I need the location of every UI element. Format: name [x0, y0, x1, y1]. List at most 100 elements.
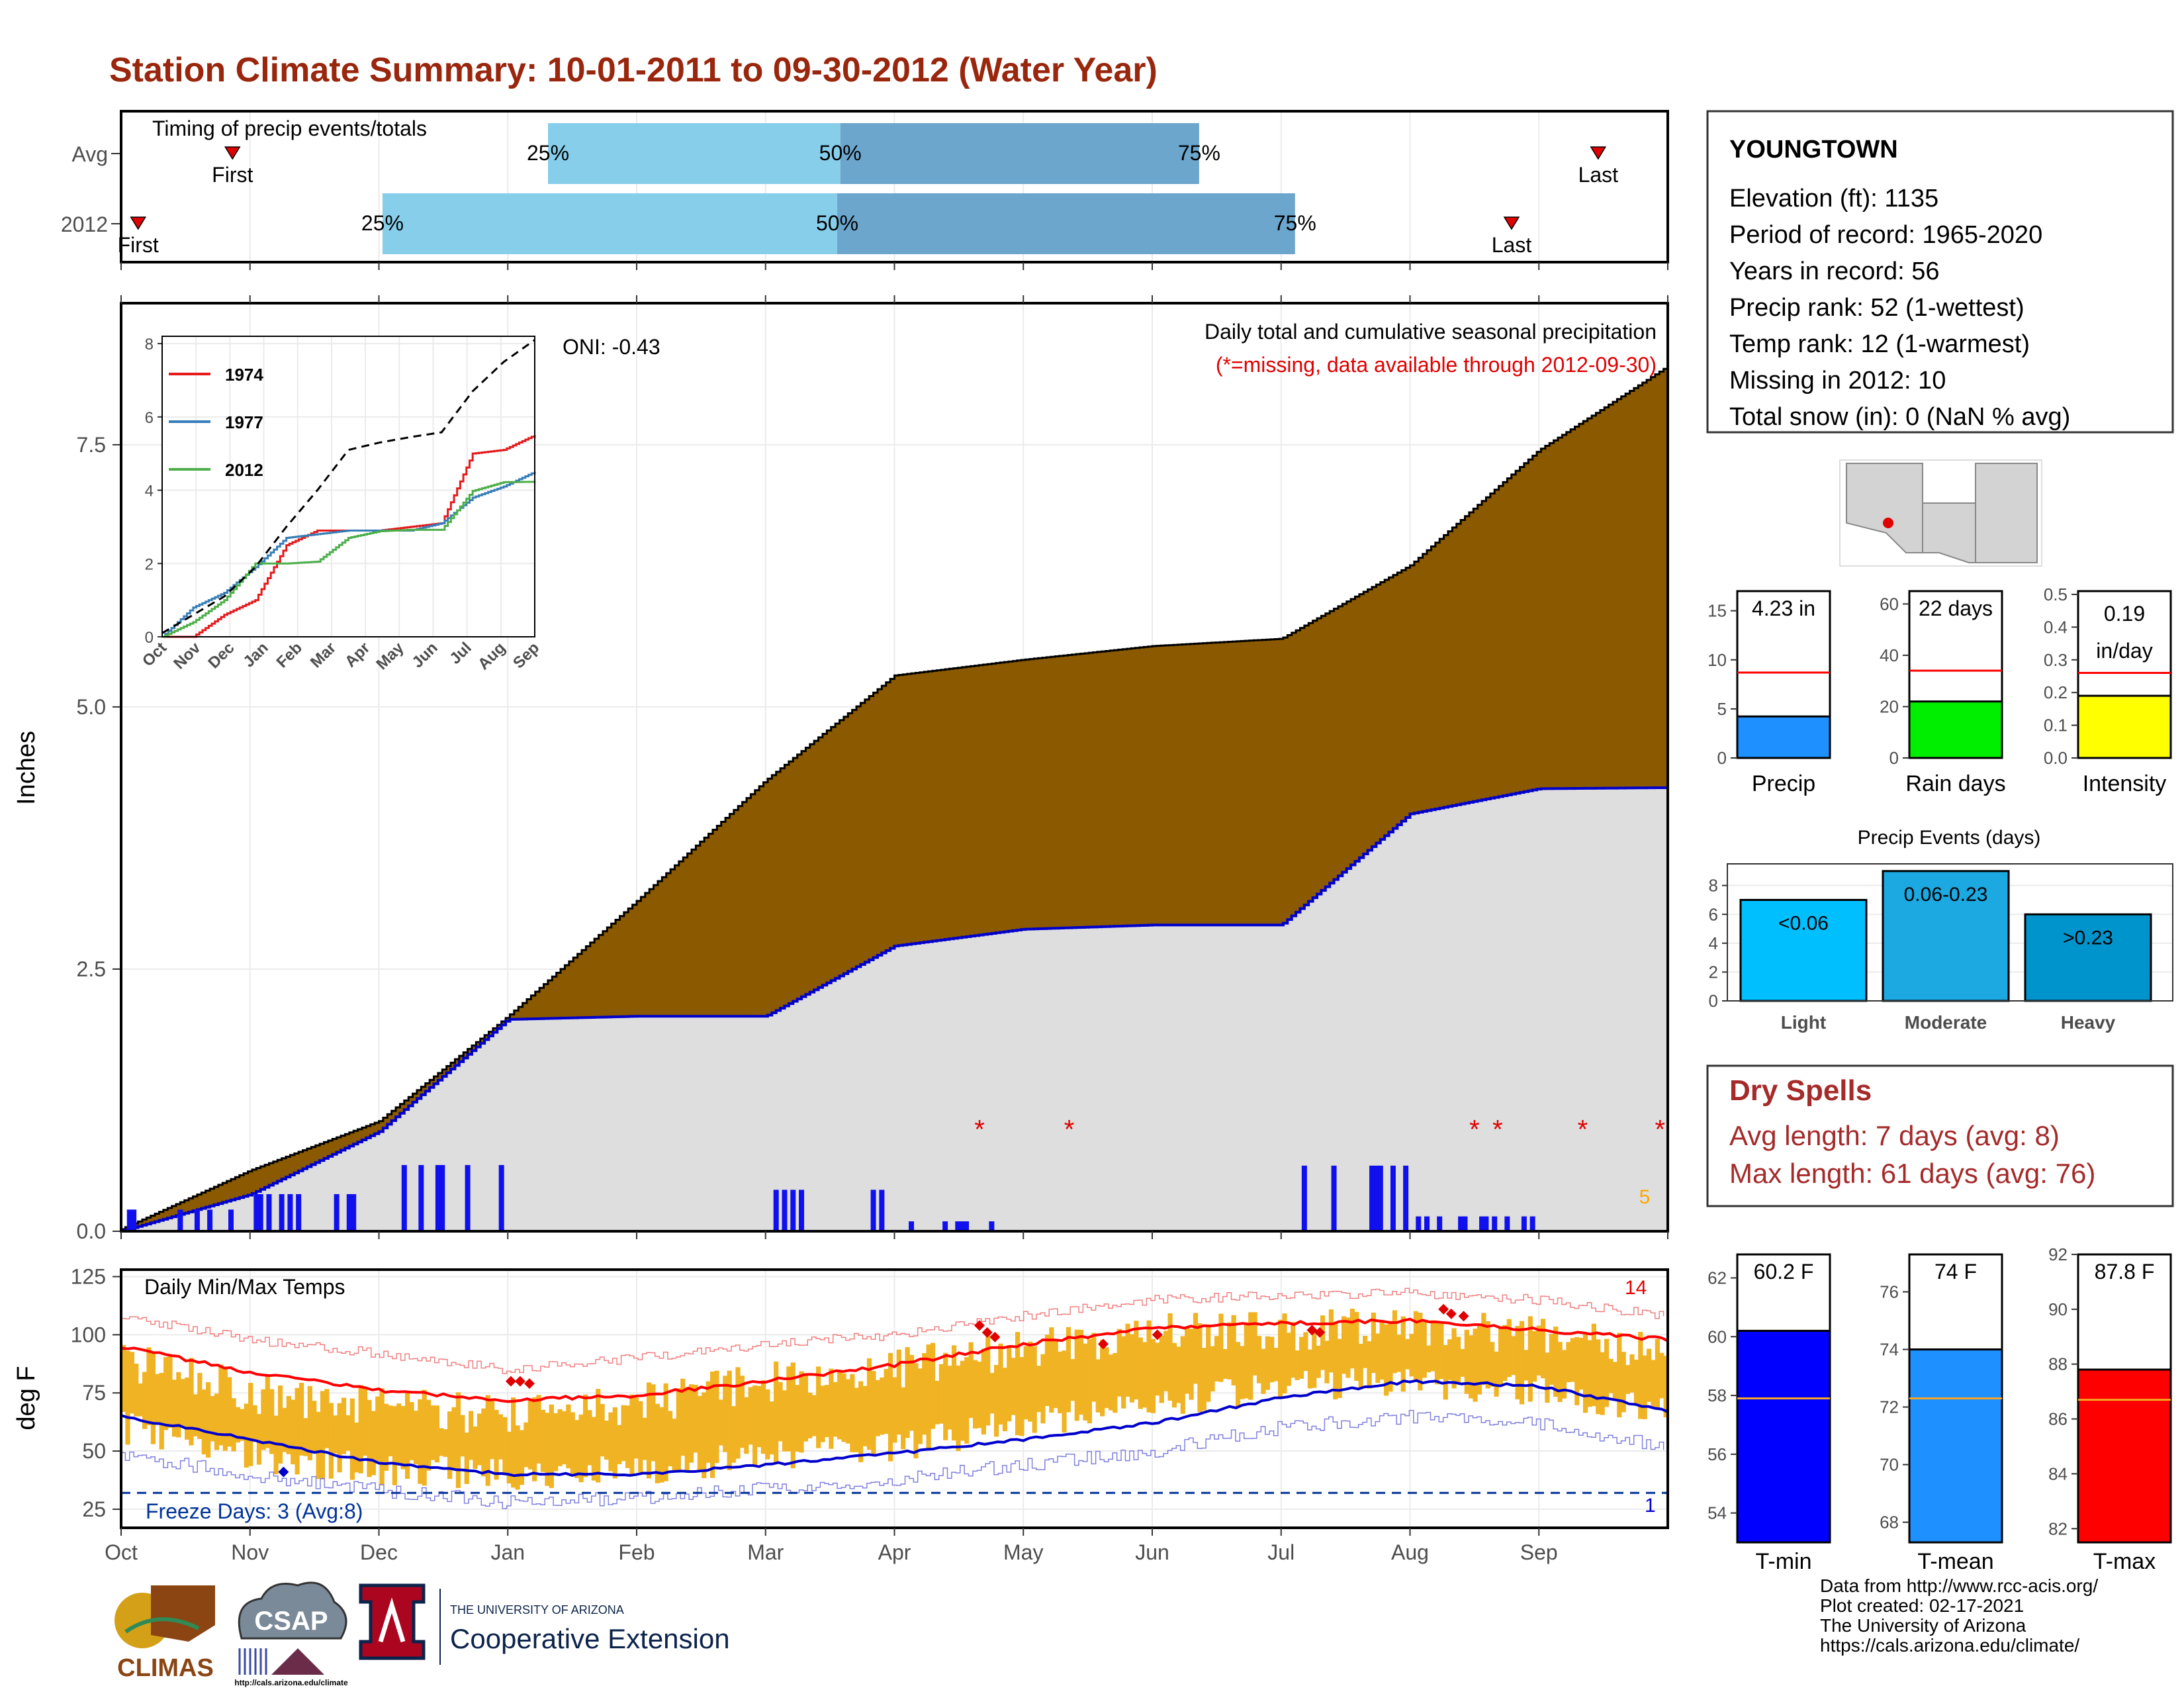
missing-marker: * [1064, 1115, 1075, 1145]
last-marker [1503, 216, 1520, 230]
daily-temp-bar [566, 1404, 571, 1469]
daily-precip-bar [253, 1194, 259, 1231]
missing-marker: * [1492, 1115, 1503, 1145]
daily-temp-bar [1206, 1324, 1211, 1402]
daily-precip-bar [1458, 1216, 1464, 1231]
daily-temp-bar [608, 1412, 614, 1472]
pct-label-75: 75% [1274, 211, 1316, 235]
daily-precip-bar [287, 1194, 293, 1231]
daily-temp-bar [1625, 1365, 1631, 1394]
daily-temp-bar [307, 1385, 312, 1461]
legend-label: 1974 [225, 365, 263, 385]
event-bar [2024, 913, 2152, 1002]
daily-temp-bar [481, 1408, 486, 1477]
daily-temp-bar [523, 1422, 529, 1468]
daily-temp-bar [1582, 1334, 1588, 1413]
daily-precip-bar [1377, 1165, 1383, 1231]
month-tick-label: Apr [878, 1540, 911, 1564]
gauge-ytick-label: 60 [1880, 594, 1899, 614]
daily-temp-bar [443, 1429, 448, 1457]
station-name: YOUNGTOWN [1729, 136, 1898, 164]
daily-temp-bar [1079, 1329, 1084, 1415]
daily-temp-bar [1193, 1313, 1199, 1384]
daily-temp-bar [1053, 1340, 1058, 1409]
daily-temp-bar [752, 1385, 758, 1466]
daily-temp-bar [1434, 1321, 1440, 1385]
gauge-ytick-label: 5 [1717, 699, 1727, 719]
daily-temp-bar [880, 1377, 885, 1435]
temp-gauge-bar [1908, 1348, 2003, 1544]
daily-temp-bar [1506, 1319, 1512, 1378]
daily-temp-bar [960, 1360, 965, 1441]
temp-gauge-label: T-max [2093, 1549, 2156, 1574]
daily-temp-bar [1447, 1339, 1453, 1380]
temp-gauges: 60.2 F 54 56 58 60 62 T-min 74 F 68 70 72 74 76 T-mea… [1707, 1244, 2172, 1574]
daily-temp-bar [371, 1411, 376, 1476]
daily-precip-bar [351, 1194, 357, 1231]
daily-temp-bar [1261, 1348, 1266, 1394]
daily-temp-bar [354, 1423, 359, 1473]
daily-temp-bar [1591, 1323, 1596, 1407]
pct-label-50: 50% [819, 141, 862, 165]
precip-panel-desc: Daily total and cumulative seasonal prec… [1205, 320, 1657, 344]
legend-label: 2012 [225, 460, 263, 480]
daily-temp-bar [820, 1385, 825, 1442]
daily-temp-bar [1091, 1333, 1097, 1402]
daily-temp-bar [1337, 1338, 1342, 1398]
daily-temp-bar [1244, 1324, 1249, 1399]
daily-temp-bar [850, 1374, 855, 1452]
daily-temp-bar [536, 1395, 541, 1464]
daily-precip-bar [1521, 1216, 1527, 1231]
daily-temp-bar [1171, 1342, 1177, 1408]
daily-temp-bar [816, 1366, 821, 1448]
missing-marker: * [1469, 1115, 1480, 1145]
daily-temp-bar [1455, 1336, 1461, 1383]
daily-temp-bar [1485, 1321, 1490, 1389]
daily-temp-bar [735, 1367, 741, 1459]
daily-temp-bar [201, 1389, 206, 1455]
daily-temp-bar [545, 1413, 550, 1486]
timing-panel: 25% 50% 75% First Last Avg 25% 50% 75% First Last 2… [61, 110, 1669, 270]
inset-frame [161, 336, 535, 637]
daily-temp-bar [1532, 1331, 1537, 1382]
daily-precip-bar [1424, 1216, 1430, 1231]
daily-temp-bar [138, 1383, 143, 1417]
daily-temp-bar [1490, 1342, 1495, 1387]
daily-temp-bar [1477, 1324, 1482, 1395]
daily-temp-bar [1087, 1338, 1093, 1424]
daily-temp-bar [676, 1388, 681, 1473]
daily-precip-bar [942, 1221, 948, 1231]
temp-gauge-ytick-label: 68 [1880, 1513, 1899, 1532]
first-marker-label: First [212, 163, 253, 187]
precip-ylabel: Inches [13, 731, 40, 805]
daily-temp-bar [621, 1405, 626, 1462]
record-high-marker [1314, 1327, 1326, 1338]
inset-ytick-label: 6 [145, 409, 154, 427]
daily-temp-bar [964, 1357, 970, 1444]
gauge-ytick-label: 0.3 [2044, 650, 2068, 670]
daily-temp-bar [901, 1387, 906, 1450]
daily-precip-bar [435, 1164, 441, 1231]
daily-temp-bar [206, 1382, 211, 1458]
daily-temp-bar [121, 1344, 126, 1412]
daily-temp-bar [1286, 1333, 1291, 1386]
footer-credit-line: Plot created: 02-17-2021 [1820, 1595, 2024, 1616]
daily-temp-bar [1307, 1349, 1312, 1389]
temp-gauge-value: 87.8 F [2095, 1260, 2155, 1284]
daily-temp-bar [697, 1395, 702, 1470]
daily-temp-bar [1426, 1345, 1432, 1373]
gauge-bar [1736, 715, 1831, 759]
daily-precip-bar [207, 1209, 213, 1231]
gauge-bar [1908, 700, 2003, 759]
daily-precip-bar [870, 1190, 876, 1231]
daily-temp-bar [612, 1407, 617, 1479]
month-tick-label: Feb [618, 1540, 655, 1564]
daily-precip-bar [799, 1190, 805, 1231]
timing-row-label: 2012 [61, 212, 108, 236]
daily-precip-bar [1331, 1165, 1337, 1231]
daily-temp-bar [1349, 1308, 1355, 1369]
pct-label-25: 25% [361, 211, 404, 235]
oni-label: ONI: -0.43 [563, 335, 660, 359]
daily-temp-bar [1108, 1354, 1114, 1411]
gauge-value: 0.19 [2104, 602, 2145, 626]
